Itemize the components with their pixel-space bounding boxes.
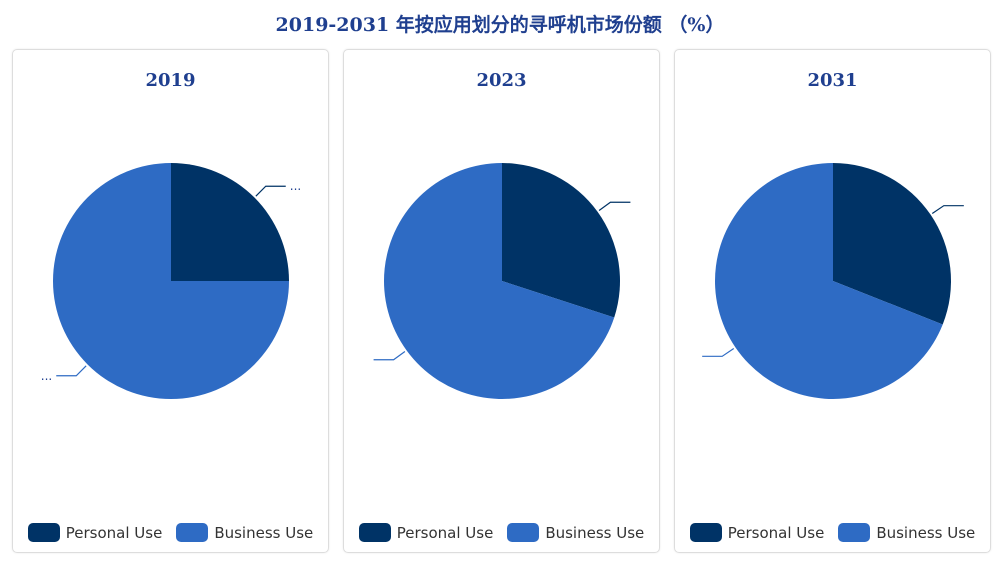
data-label: ... bbox=[290, 179, 301, 193]
legend-item-personal[interactable]: Personal Use bbox=[358, 523, 494, 542]
leader-line bbox=[56, 365, 87, 377]
legend-label: Business Use bbox=[876, 523, 976, 542]
legend-swatch bbox=[507, 523, 540, 542]
pie-slice-business-use[interactable] bbox=[715, 163, 943, 399]
legend-label: Personal Use bbox=[65, 523, 163, 542]
pie-chart bbox=[373, 163, 631, 399]
pie-panel-2023: 2023 Personal Use Business Use bbox=[343, 49, 660, 553]
pie-panel-2019: 2019 ...... Personal Use Business Use bbox=[12, 49, 329, 553]
panel-title: 2031 bbox=[807, 70, 858, 91]
leader-line bbox=[931, 205, 964, 215]
legend-swatch bbox=[689, 523, 722, 542]
data-label: ... bbox=[41, 369, 52, 383]
legend-swatch bbox=[358, 523, 391, 542]
legend-label: Personal Use bbox=[396, 523, 494, 542]
panel-title: 2019 bbox=[145, 70, 196, 91]
pie-slice-personal-use[interactable] bbox=[171, 163, 289, 281]
legend-item-personal[interactable]: Personal Use bbox=[689, 523, 825, 542]
leader-line bbox=[598, 201, 631, 211]
pie-slice-business-use[interactable] bbox=[53, 163, 289, 399]
legend-item-personal[interactable]: Personal Use bbox=[27, 523, 163, 542]
legend: Personal Use Business Use bbox=[344, 523, 659, 542]
pie-slice-personal-use[interactable] bbox=[502, 163, 620, 318]
pie-slice-business-use[interactable] bbox=[384, 163, 615, 399]
leader-line bbox=[255, 185, 286, 197]
chart-title: 2019-2031 年按应用划分的寻呼机市场份额 （%） bbox=[275, 14, 725, 36]
legend-label: Business Use bbox=[214, 523, 314, 542]
legend-swatch bbox=[838, 523, 871, 542]
legend-label: Personal Use bbox=[727, 523, 825, 542]
legend-item-business[interactable]: Business Use bbox=[507, 523, 644, 542]
leader-line bbox=[702, 347, 735, 357]
pie-chart: ...... bbox=[41, 163, 301, 399]
legend-swatch bbox=[176, 523, 209, 542]
legend: Personal Use Business Use bbox=[675, 523, 990, 542]
pie-slice-personal-use[interactable] bbox=[833, 163, 951, 325]
legend: Personal Use Business Use bbox=[13, 523, 328, 542]
legend-item-business[interactable]: Business Use bbox=[838, 523, 975, 542]
pie-panel-2031: 2031 Personal Use Business Use bbox=[674, 49, 991, 553]
legend-item-business[interactable]: Business Use bbox=[176, 523, 313, 542]
legend-label: Business Use bbox=[545, 523, 645, 542]
panel-title: 2023 bbox=[476, 70, 527, 91]
leader-line bbox=[373, 351, 406, 361]
legend-swatch bbox=[27, 523, 60, 542]
pie-chart bbox=[702, 163, 964, 399]
